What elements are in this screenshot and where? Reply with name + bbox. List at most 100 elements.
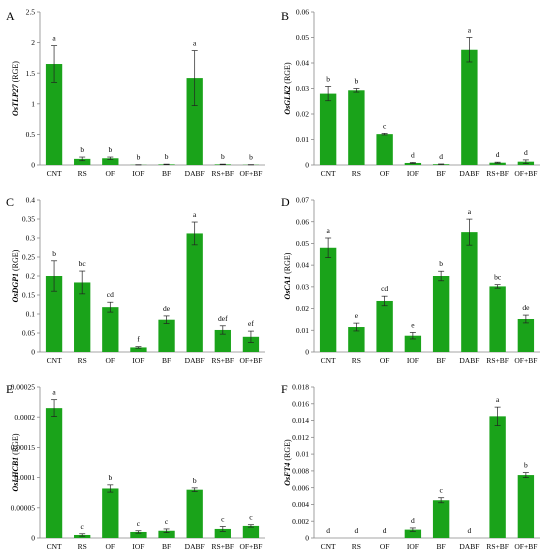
- y-tick-label: 0: [305, 161, 309, 170]
- y-axis-label: OsFT4 (RGE): [283, 439, 292, 486]
- significance-letter: a: [52, 388, 56, 397]
- bar-of: [102, 488, 119, 538]
- y-tick-label: 0.4: [26, 196, 36, 205]
- significance-letter: de: [522, 303, 530, 312]
- chart-panel-e: E 0 0.00005 0.0001 0.00015 0.0002 0.00025 OsLHC…: [6, 382, 265, 551]
- significance-letter: bc: [79, 259, 87, 268]
- y-axis-label-unit: (RGE): [283, 252, 292, 276]
- x-tick-label: OF+BF: [239, 356, 262, 365]
- y-axis-label-unit: (RGE): [283, 62, 292, 86]
- y-axis-label: OsTLP27 (RGE): [11, 61, 20, 116]
- x-tick-label: IOF: [407, 542, 419, 551]
- significance-letter: c: [165, 517, 169, 526]
- chart-panel-d: D 0 0.01 0.02 0.03 0.04 0.05 0.06 0.07 OsCA1 (RGE…: [281, 195, 540, 365]
- significance-letter: b: [326, 74, 330, 83]
- bar-dabf: [461, 49, 478, 165]
- x-tick-label: RS+BF: [212, 542, 235, 551]
- y-tick-label: 0.01: [296, 450, 309, 459]
- bar-bf: [432, 276, 450, 352]
- bar-cnt: [45, 64, 63, 165]
- y-tick-label: 0: [31, 534, 35, 543]
- y-tick-label: 0.03: [296, 84, 309, 93]
- y-tick-label: 2: [31, 38, 35, 47]
- bar-of-bf: [517, 475, 535, 538]
- y-axis-label: OsDGP1 (RGE): [11, 249, 20, 302]
- x-tick-label: RS: [352, 169, 361, 178]
- significance-letter: c: [221, 515, 225, 524]
- x-tick-label: BF: [162, 169, 171, 178]
- bar-iof: [404, 335, 422, 352]
- y-tick-label: 0: [31, 161, 35, 170]
- bar-dabf: [186, 489, 203, 538]
- x-tick-label: RS: [78, 169, 87, 178]
- x-tick-label: RS+BF: [212, 356, 235, 365]
- y-axis-label-unit: (RGE): [283, 439, 292, 463]
- y-axis-label: OsLHCB1 (RGE): [11, 433, 20, 491]
- y-tick-label: 0.25: [22, 253, 35, 262]
- panel-label: F: [281, 382, 288, 396]
- significance-letter: ef: [248, 319, 254, 328]
- significance-letter: c: [81, 522, 85, 531]
- significance-letter: f: [137, 335, 140, 344]
- significance-letter: b: [193, 476, 197, 485]
- significance-letter: c: [439, 486, 443, 495]
- significance-letter: d: [524, 148, 528, 157]
- y-axis-label-gene: OsDGP1: [11, 273, 20, 302]
- bar-dabf: [461, 232, 478, 352]
- y-tick-label: 0.35: [22, 215, 35, 224]
- y-tick-label: 0.014: [292, 416, 309, 425]
- y-tick-label: 0.05: [296, 33, 309, 42]
- y-tick-label: 0.01: [296, 326, 309, 335]
- significance-letter: de: [163, 304, 171, 313]
- x-tick-label: RS+BF: [486, 356, 509, 365]
- y-tick-label: 0.07: [296, 196, 309, 205]
- y-tick-label: 0.05: [22, 329, 35, 338]
- significance-letter: a: [468, 26, 472, 35]
- x-tick-label: RS: [78, 542, 87, 551]
- significance-letter: b: [108, 473, 112, 482]
- bar-bf: [158, 319, 175, 352]
- significance-letter: c: [249, 513, 253, 522]
- x-tick-label: DABF: [185, 356, 205, 365]
- y-axis-label-unit: (RGE): [11, 61, 20, 85]
- y-tick-label: 0.1: [26, 310, 36, 319]
- bar-iof: [130, 531, 147, 538]
- significance-letter: b: [249, 153, 253, 162]
- y-tick-label: 0.004: [292, 500, 309, 509]
- x-tick-label: RS+BF: [486, 169, 509, 178]
- x-tick-label: DABF: [459, 356, 479, 365]
- x-tick-label: OF: [106, 169, 116, 178]
- significance-letter: b: [108, 145, 112, 154]
- y-tick-label: 0.016: [292, 399, 309, 408]
- x-tick-label: CNT: [47, 169, 62, 178]
- bar-dabf: [186, 233, 203, 352]
- chart-panel-c: C 0 0.05 0.1 0.15 0.2 0.25 0.3 0.35 0.4 OsDGP1 (RG…: [6, 195, 265, 365]
- y-tick-label: 0.00015: [11, 443, 36, 452]
- x-tick-label: IOF: [132, 356, 144, 365]
- y-tick-label: 0.3: [26, 234, 36, 243]
- y-tick-label: 1: [31, 99, 35, 108]
- significance-letter: d: [439, 152, 443, 161]
- y-tick-label: 0.02: [296, 110, 309, 119]
- y-tick-label: 2.5: [26, 8, 36, 17]
- x-tick-label: BF: [162, 356, 171, 365]
- chart-panel-a: A 0 0.5 1 1.5 2 2.5 OsTLP27 (RGE) a CNT b RS b OF b IOF…: [6, 8, 265, 178]
- y-axis-label-unit: (RGE): [11, 433, 20, 457]
- bar-cnt: [45, 276, 63, 352]
- significance-letter: def: [218, 314, 228, 323]
- x-tick-label: RS: [352, 356, 361, 365]
- x-tick-label: OF+BF: [239, 542, 262, 551]
- x-tick-label: IOF: [407, 356, 419, 365]
- y-tick-label: 0.04: [296, 59, 309, 68]
- bar-of: [102, 307, 119, 352]
- significance-letter: e: [411, 320, 415, 329]
- x-tick-label: BF: [437, 542, 446, 551]
- bar-rs-bf: [214, 528, 231, 538]
- y-axis-label: OsCA1 (RGE): [283, 252, 292, 299]
- bar-rs: [348, 90, 365, 165]
- x-tick-label: OF: [380, 542, 390, 551]
- bar-iof: [404, 162, 422, 165]
- y-tick-label: 0.06: [296, 8, 309, 17]
- y-tick-label: 0.06: [296, 217, 309, 226]
